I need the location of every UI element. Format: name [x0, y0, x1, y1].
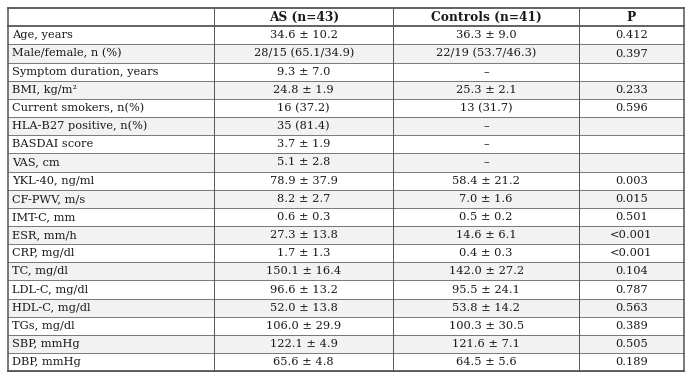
- Bar: [8, 135, 684, 153]
- Text: 0.104: 0.104: [615, 266, 648, 276]
- Text: 16 (37.2): 16 (37.2): [277, 103, 330, 113]
- Text: BMI, kg/m²: BMI, kg/m²: [12, 85, 78, 95]
- Text: 122.1 ± 4.9: 122.1 ± 4.9: [270, 339, 338, 349]
- Text: –: –: [483, 139, 489, 149]
- Bar: [8, 190, 684, 208]
- Text: 95.5 ± 24.1: 95.5 ± 24.1: [452, 285, 520, 294]
- Text: 0.5 ± 0.2: 0.5 ± 0.2: [459, 212, 513, 222]
- Text: 0.003: 0.003: [615, 176, 648, 186]
- Text: HDL-C, mg/dl: HDL-C, mg/dl: [12, 303, 91, 313]
- Text: Age, years: Age, years: [12, 30, 73, 40]
- Text: Controls (n=41): Controls (n=41): [430, 11, 542, 24]
- Text: 52.0 ± 13.8: 52.0 ± 13.8: [270, 303, 338, 313]
- Text: 0.412: 0.412: [615, 30, 648, 40]
- Text: 0.596: 0.596: [615, 103, 648, 113]
- Text: HLA-B27 positive, n(%): HLA-B27 positive, n(%): [12, 121, 148, 131]
- Text: TC, mg/dl: TC, mg/dl: [12, 266, 69, 276]
- Text: 78.9 ± 37.9: 78.9 ± 37.9: [270, 176, 338, 186]
- Text: –: –: [483, 67, 489, 76]
- Bar: [8, 262, 684, 280]
- Text: 0.501: 0.501: [615, 212, 648, 222]
- Text: Male/female, n (%): Male/female, n (%): [12, 48, 122, 58]
- Text: 0.397: 0.397: [615, 48, 648, 58]
- Bar: [8, 44, 684, 63]
- Text: 0.389: 0.389: [615, 321, 648, 331]
- Text: 24.8 ± 1.9: 24.8 ± 1.9: [273, 85, 334, 95]
- Text: 65.6 ± 4.8: 65.6 ± 4.8: [273, 357, 334, 367]
- Text: 7.0 ± 1.6: 7.0 ± 1.6: [459, 194, 513, 204]
- Text: 0.6 ± 0.3: 0.6 ± 0.3: [277, 212, 331, 222]
- Text: 58.4 ± 21.2: 58.4 ± 21.2: [452, 176, 520, 186]
- Bar: [8, 298, 684, 317]
- Text: 0.563: 0.563: [615, 303, 648, 313]
- Text: –: –: [483, 158, 489, 168]
- Text: –: –: [483, 121, 489, 131]
- Text: P: P: [627, 11, 636, 24]
- Text: 3.7 ± 1.9: 3.7 ± 1.9: [277, 139, 331, 149]
- Text: CF-PWV, m/s: CF-PWV, m/s: [12, 194, 86, 204]
- Text: 27.3 ± 13.8: 27.3 ± 13.8: [270, 230, 338, 240]
- Text: <0.001: <0.001: [610, 230, 653, 240]
- Bar: [8, 244, 684, 262]
- Text: 5.1 ± 2.8: 5.1 ± 2.8: [277, 158, 331, 168]
- Text: 34.6 ± 10.2: 34.6 ± 10.2: [270, 30, 338, 40]
- Text: 96.6 ± 13.2: 96.6 ± 13.2: [270, 285, 338, 294]
- Bar: [8, 353, 684, 371]
- Bar: [8, 81, 684, 99]
- Text: AS (n=43): AS (n=43): [268, 11, 339, 24]
- Text: 25.3 ± 2.1: 25.3 ± 2.1: [456, 85, 516, 95]
- Text: <0.001: <0.001: [610, 248, 653, 258]
- Text: CRP, mg/dl: CRP, mg/dl: [12, 248, 75, 258]
- Bar: [8, 63, 684, 81]
- Text: 53.8 ± 14.2: 53.8 ± 14.2: [452, 303, 520, 313]
- Text: YKL-40, ng/ml: YKL-40, ng/ml: [12, 176, 95, 186]
- Text: 0.4 ± 0.3: 0.4 ± 0.3: [459, 248, 513, 258]
- Text: TGs, mg/dl: TGs, mg/dl: [12, 321, 75, 331]
- Bar: [8, 208, 684, 226]
- Text: 100.3 ± 30.5: 100.3 ± 30.5: [448, 321, 524, 331]
- Text: 8.2 ± 2.7: 8.2 ± 2.7: [277, 194, 331, 204]
- Text: 28/15 (65.1/34.9): 28/15 (65.1/34.9): [253, 48, 354, 58]
- Text: 13 (31.7): 13 (31.7): [459, 103, 513, 113]
- Text: LDL-C, mg/dl: LDL-C, mg/dl: [12, 285, 89, 294]
- Text: DBP, mmHg: DBP, mmHg: [12, 357, 81, 367]
- Text: ESR, mm/h: ESR, mm/h: [12, 230, 78, 240]
- Text: 150.1 ± 16.4: 150.1 ± 16.4: [266, 266, 341, 276]
- Text: SBP, mmHg: SBP, mmHg: [12, 339, 80, 349]
- Text: 14.6 ± 6.1: 14.6 ± 6.1: [456, 230, 516, 240]
- Text: 0.787: 0.787: [615, 285, 648, 294]
- Bar: [8, 317, 684, 335]
- Bar: [8, 153, 684, 171]
- Text: 0.015: 0.015: [615, 194, 648, 204]
- Text: BASDAI score: BASDAI score: [12, 139, 93, 149]
- Text: 36.3 ± 9.0: 36.3 ± 9.0: [456, 30, 516, 40]
- Text: Symptom duration, years: Symptom duration, years: [12, 67, 159, 76]
- Text: 64.5 ± 5.6: 64.5 ± 5.6: [456, 357, 516, 367]
- Bar: [8, 117, 684, 135]
- Text: 9.3 ± 7.0: 9.3 ± 7.0: [277, 67, 331, 76]
- Bar: [8, 99, 684, 117]
- Text: Current smokers, n(%): Current smokers, n(%): [12, 103, 145, 113]
- Text: 22/19 (53.7/46.3): 22/19 (53.7/46.3): [436, 48, 536, 58]
- Text: 106.0 ± 29.9: 106.0 ± 29.9: [266, 321, 341, 331]
- Bar: [8, 280, 684, 298]
- Text: VAS, cm: VAS, cm: [12, 158, 60, 168]
- Bar: [8, 171, 684, 190]
- Text: 121.6 ± 7.1: 121.6 ± 7.1: [452, 339, 520, 349]
- Text: 0.189: 0.189: [615, 357, 648, 367]
- Text: 0.233: 0.233: [615, 85, 648, 95]
- Text: 142.0 ± 27.2: 142.0 ± 27.2: [448, 266, 524, 276]
- Text: 0.505: 0.505: [615, 339, 648, 349]
- Bar: [8, 335, 684, 353]
- Bar: [8, 26, 684, 44]
- Bar: [8, 226, 684, 244]
- Text: 1.7 ± 1.3: 1.7 ± 1.3: [277, 248, 331, 258]
- Text: IMT-C, mm: IMT-C, mm: [12, 212, 76, 222]
- Text: 35 (81.4): 35 (81.4): [277, 121, 330, 131]
